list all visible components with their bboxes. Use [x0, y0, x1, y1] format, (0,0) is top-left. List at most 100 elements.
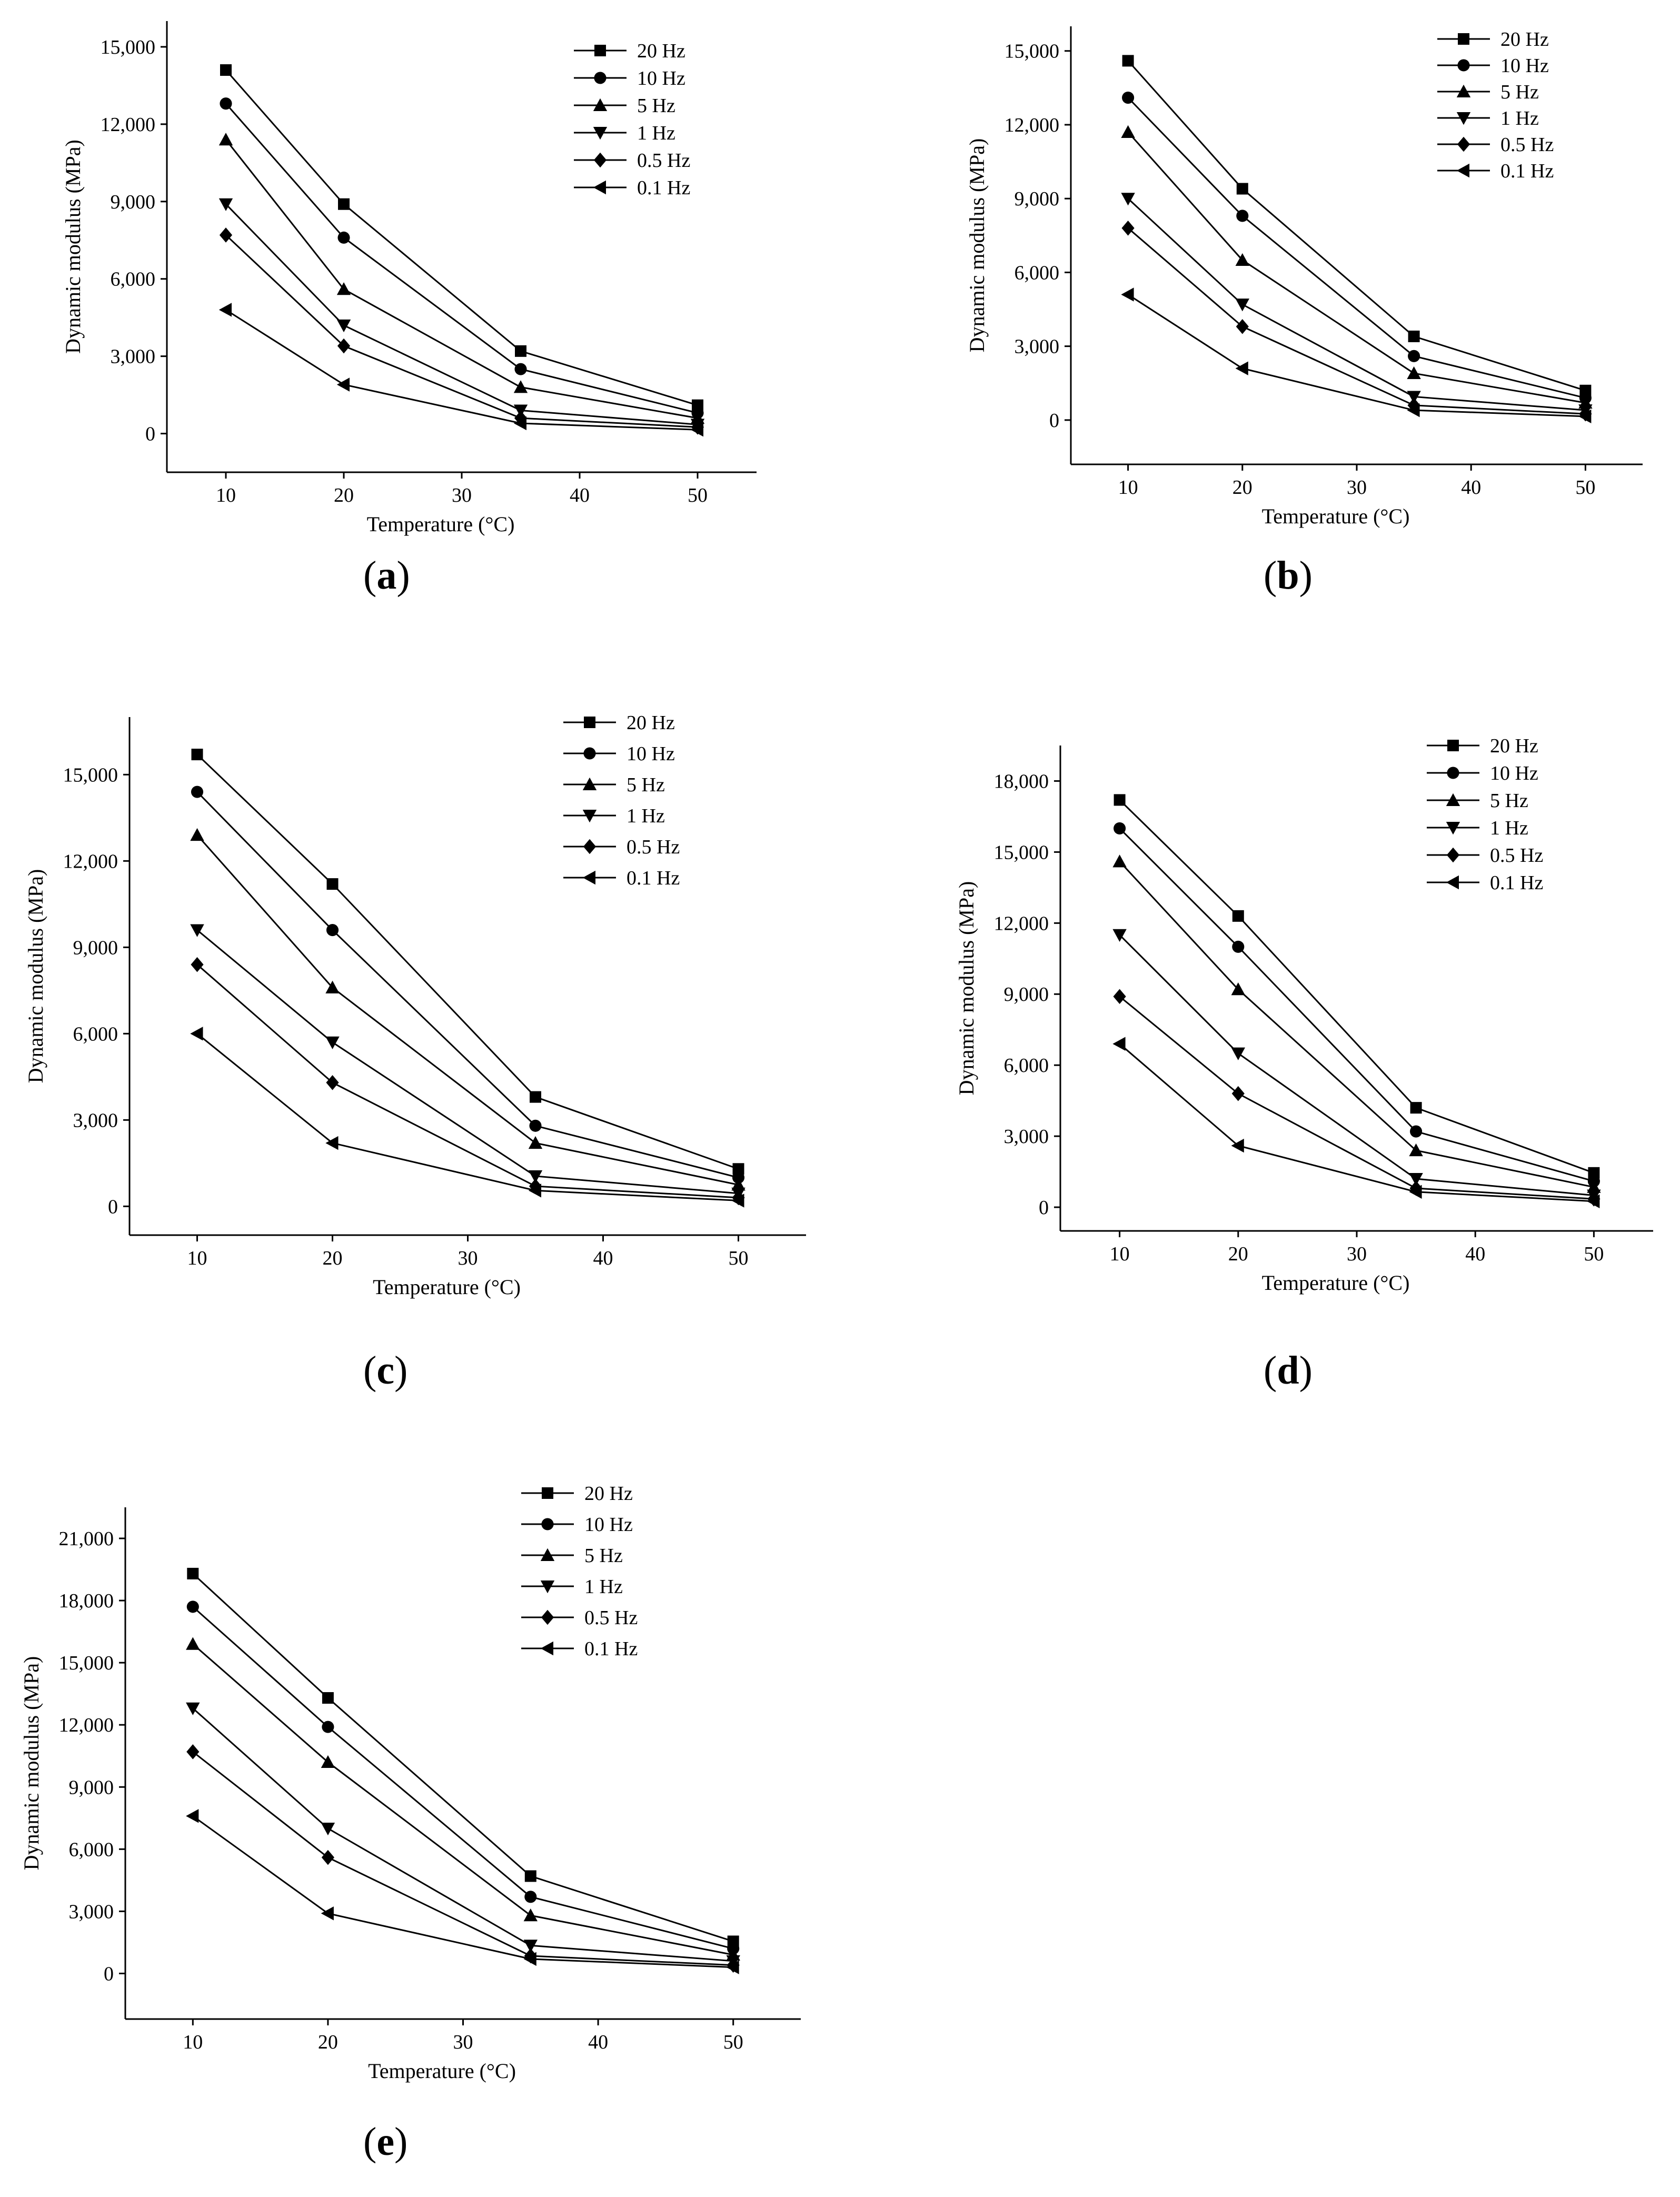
panel-a-data-point-10-Hz — [220, 97, 232, 110]
panel-e-data-point-5-Hz — [523, 1908, 538, 1922]
panel-b-series-line-5-Hz — [1127, 131, 1586, 404]
panel-c-legend-label: 0.5 Hz — [627, 836, 680, 858]
panel-d-legend-label: 0.5 Hz — [1490, 844, 1543, 867]
panel-b-legend-marker — [1458, 33, 1469, 45]
panel-b-legend-label: 10 Hz — [1500, 55, 1549, 77]
panel-c-x-tick-label: 50 — [729, 1247, 749, 1269]
panel-c-x-tick-label: 30 — [458, 1247, 478, 1269]
panel-c-y-tick-label: 9,000 — [73, 937, 118, 959]
panel-d-data-point-10-Hz — [1232, 940, 1245, 953]
panel-a-y-axis-title: Dynamic modulus (MPa) — [61, 140, 85, 354]
panel-d-data-point-0_1-Hz — [1587, 1194, 1600, 1208]
panel-a-legend-marker — [593, 180, 606, 195]
panel-a-legend-marker — [594, 45, 606, 56]
panel-d-legend-label: 5 Hz — [1490, 790, 1528, 812]
panel-d-legend-marker — [1446, 875, 1459, 890]
panel-e-legend-marker — [540, 1580, 555, 1594]
panel-d-y-tick-label: 3,000 — [1004, 1126, 1049, 1148]
panel-c-y-tick-label: 6,000 — [73, 1023, 118, 1045]
panel-c-series-line-20-Hz — [196, 753, 739, 1170]
panel-c-y-tick-label: 0 — [108, 1196, 118, 1218]
panel-a-legend-marker — [593, 98, 608, 111]
panel-b-series-line-10-Hz — [1127, 97, 1586, 399]
panel-a-data-point-10-Hz — [514, 363, 527, 375]
panel-c-y-tick-label: 3,000 — [73, 1109, 118, 1131]
panel-d-legend-marker — [1447, 767, 1459, 779]
panel-e-series-line-10-Hz — [192, 1606, 734, 1950]
panel-a-y-tick-label: 3,000 — [111, 346, 156, 368]
panel-b-legend-marker — [1456, 112, 1471, 125]
panel-e-data-point-0_5-Hz — [186, 1744, 200, 1759]
panel-b-y-tick-label: 12,000 — [1005, 114, 1060, 136]
panel-c-data-point-10-Hz — [326, 923, 339, 937]
panel-b-data-point-0_1-Hz — [1578, 409, 1592, 424]
panel-b-data-point-20-Hz — [1408, 330, 1420, 342]
panel-b-legend-label: 0.1 Hz — [1500, 160, 1554, 182]
panel-c-legend-label: 0.1 Hz — [627, 867, 680, 889]
panel-d-series-line-5-Hz — [1119, 861, 1594, 1188]
panel-a-x-tick-label: 40 — [570, 484, 590, 506]
panel-a-series-line-20-Hz — [225, 69, 698, 406]
panel-e-data-point-0_1-Hz — [321, 1906, 334, 1921]
panel-a-data-point-1-Hz — [336, 319, 351, 333]
panel-b-legend-marker — [1456, 84, 1471, 97]
panel-a-y-tick-label: 12,000 — [101, 114, 156, 136]
panel-b-series-line-1-Hz — [1127, 198, 1586, 411]
panel-c-x-tick-label: 10 — [187, 1247, 207, 1269]
panel-d-data-point-0_5-Hz — [1113, 989, 1126, 1005]
panel-d-series-line-1-Hz — [1119, 934, 1594, 1197]
panel-b-data-point-0_1-Hz — [1121, 287, 1134, 302]
panel-e-x-tick-label: 50 — [723, 2031, 743, 2053]
panel-a-legend-marker — [593, 152, 607, 168]
panel-d-data-point-20-Hz — [1588, 1167, 1600, 1179]
panel-a-data-point-0_1-Hz — [218, 303, 232, 317]
panel-a-series-line-0_5-Hz — [225, 234, 698, 428]
panel-a-y-tick-label: 15,000 — [101, 36, 156, 58]
panel-d-series-line-20-Hz — [1119, 799, 1594, 1174]
panel-c-legend-marker — [583, 839, 597, 854]
panel-b-data-point-20-Hz — [1122, 55, 1134, 67]
panel-c-legend-marker — [583, 747, 596, 760]
panel-b-x-tick-label: 30 — [1347, 476, 1367, 499]
panel-a-legend-label: 0.1 Hz — [637, 177, 690, 199]
panel-c-legend: 20 Hz 10 Hz 5 Hz 1 Hz 0.5 Hz 0.1 Hz — [563, 712, 680, 889]
panel-e-data-point-20-Hz — [322, 1692, 334, 1704]
panel-d-data-point-0_1-Hz — [1409, 1185, 1422, 1199]
panel-c-data-point-1-Hz — [528, 1170, 543, 1184]
panel-b-legend: 20 Hz 10 Hz 5 Hz 1 Hz 0.5 Hz 0.1 Hz — [1437, 28, 1554, 182]
panel-b-data-point-5-Hz — [1407, 366, 1421, 380]
panel-d-y-tick-label: 15,000 — [994, 841, 1049, 863]
panel-a-x-axis-title: Temperature (°C) — [367, 512, 515, 536]
panel-a-data-point-20-Hz — [338, 198, 350, 210]
panel-a-data-point-20-Hz — [220, 64, 232, 76]
panel-c-legend-marker — [584, 717, 595, 728]
panel-d-legend-label: 10 Hz — [1490, 762, 1538, 784]
panel-e-data-point-0_1-Hz — [726, 1960, 739, 1974]
panel-d-data-point-10-Hz — [1114, 822, 1126, 834]
panel-d-data-point-0_1-Hz — [1112, 1037, 1126, 1051]
panel-b-data-point-20-Hz — [1236, 183, 1248, 195]
panel-d-legend-label: 20 Hz — [1490, 735, 1538, 757]
panel-c-series-line-5-Hz — [196, 834, 739, 1186]
panel-d-x-tick-label: 40 — [1465, 1243, 1485, 1265]
panel-e-legend-label: 0.5 Hz — [584, 1607, 638, 1629]
panel-d-legend-marker — [1446, 793, 1460, 806]
panel-e-x-tick-label: 30 — [453, 2031, 473, 2053]
panel-c-data-point-20-Hz — [326, 878, 339, 890]
panel-a-x-tick-label: 20 — [334, 484, 354, 506]
panel-c-data-point-10-Hz — [191, 786, 204, 798]
panel-c-data-point-20-Hz — [191, 749, 203, 761]
panel-d-x-axis-title: Temperature (°C) — [1262, 1271, 1410, 1295]
panel-d-chart: 0 3,000 6,000 9,000 12,000 15,000 18,000 10 20 30… — [955, 735, 1653, 1295]
panel-e-data-point-20-Hz — [187, 1567, 199, 1579]
panel-e-data-point-0_1-Hz — [523, 1952, 536, 1966]
panel-d-legend-label: 1 Hz — [1490, 817, 1528, 839]
panel-a-x-tick-label: 10 — [216, 484, 236, 506]
panel-a-data-point-5-Hz — [336, 282, 351, 295]
panel-d-label: (d) — [1264, 1348, 1313, 1393]
panel-a-series-line-5-Hz — [225, 139, 698, 419]
panel-c-data-point-0_5-Hz — [191, 957, 204, 972]
panel-c-chart: 0 3,000 6,000 9,000 12,000 15,000 10 20 30 40 50 Te… — [24, 712, 806, 1299]
panel-e-data-point-20-Hz — [524, 1870, 536, 1882]
